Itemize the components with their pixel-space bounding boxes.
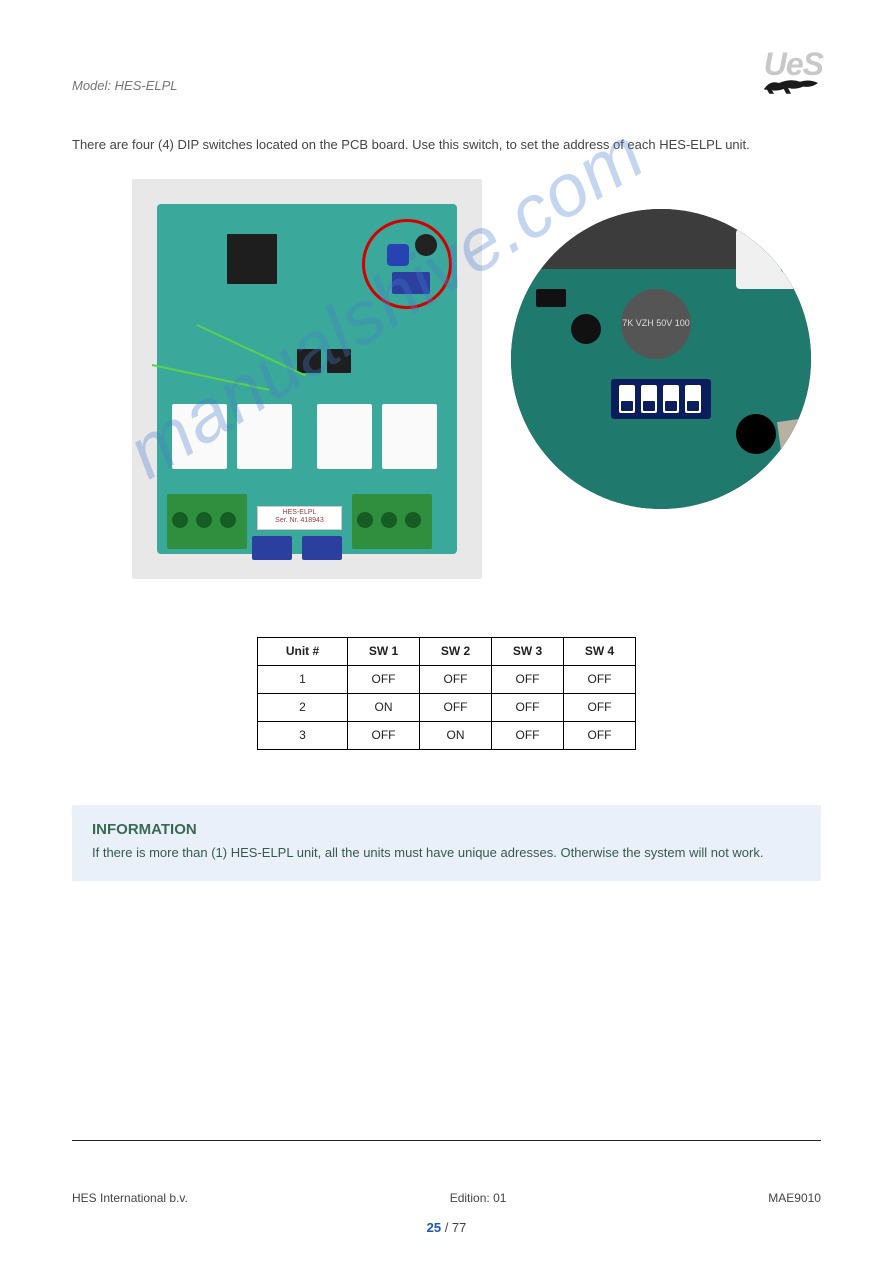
relay — [172, 404, 227, 469]
cell-sw: OFF — [564, 721, 636, 749]
col-sw3: SW 3 — [492, 637, 564, 665]
pcb-body: HES-ELPL Ser. Nr. 418943 — [157, 204, 457, 554]
cell-sw: OFF — [492, 721, 564, 749]
cell-sw: OFF — [492, 693, 564, 721]
serial-sticker: HES-ELPL Ser. Nr. 418943 — [257, 506, 342, 530]
table-row: 1 OFF OFF OFF OFF — [258, 665, 636, 693]
info-box: INFORMATION If there is more than (1) HE… — [72, 805, 821, 881]
blue-wire — [781, 266, 811, 272]
cell-sw: ON — [348, 693, 420, 721]
cell-sw: OFF — [420, 665, 492, 693]
intro-paragraph: There are four (4) DIP switches located … — [72, 136, 821, 155]
info-title: INFORMATION — [92, 821, 801, 838]
ground-wire — [152, 364, 270, 391]
red-wire — [781, 257, 811, 263]
brand-logo: U e S — [671, 48, 821, 101]
pcb-closeup: 7K VZH 50V 100 — [511, 209, 811, 509]
screw-terminal — [352, 494, 432, 549]
dip-address-table-wrap: Unit # SW 1 SW 2 SW 3 SW 4 1 OFF OFF OFF… — [72, 637, 821, 750]
relay — [317, 404, 372, 469]
dip-switch-closeup — [611, 379, 711, 419]
footer-divider — [72, 1140, 821, 1141]
dip-sw-3 — [663, 385, 679, 413]
table-row: 3 OFF ON OFF OFF — [258, 721, 636, 749]
sticker-line: HES-ELPL — [258, 509, 341, 517]
table-row: 2 ON OFF OFF OFF — [258, 693, 636, 721]
col-sw4: SW 4 — [564, 637, 636, 665]
footer-edition: Edition: 01 — [450, 1191, 507, 1205]
cell-unit: 1 — [258, 665, 348, 693]
dip-sw-4 — [685, 385, 701, 413]
page-footer: HES International b.v. Edition: 01 MAE90… — [72, 1191, 821, 1205]
cell-unit: 2 — [258, 693, 348, 721]
ground-wire — [197, 324, 307, 377]
relay — [382, 404, 437, 469]
mcu-chip — [227, 234, 277, 284]
col-unit: Unit # — [258, 637, 348, 665]
cell-sw: OFF — [420, 693, 492, 721]
dip-address-table: Unit # SW 1 SW 2 SW 3 SW 4 1 OFF OFF OFF… — [257, 637, 636, 750]
cell-sw: OFF — [348, 665, 420, 693]
ic-chip — [327, 349, 351, 373]
buzzer — [736, 414, 776, 454]
trimpot — [252, 536, 292, 560]
potentiometer-knob — [571, 314, 601, 344]
screw-terminal — [167, 494, 247, 549]
highlight-circle — [362, 219, 452, 309]
yellow-wire — [781, 248, 811, 254]
col-sw1: SW 1 — [348, 637, 420, 665]
red-wire — [781, 239, 811, 245]
cell-unit: 3 — [258, 721, 348, 749]
dip-sw-1 — [619, 385, 635, 413]
col-sw2: SW 2 — [420, 637, 492, 665]
ic-chip — [297, 349, 321, 373]
smd-chip — [536, 289, 566, 307]
figure: HES-ELPL Ser. Nr. 418943 7K VZH 50V — [72, 179, 821, 619]
capacitor-label: 7K VZH 50V 100 — [622, 319, 690, 329]
wire-bundle — [781, 239, 811, 279]
page-current: 25 — [427, 1220, 441, 1235]
cell-sw: OFF — [348, 721, 420, 749]
footer-company: HES International b.v. — [72, 1191, 188, 1205]
dip-sw-2 — [641, 385, 657, 413]
page-number: 25 / 77 — [0, 1220, 893, 1235]
model-label: Model: HES-ELPL — [72, 78, 178, 93]
page-header: Model: HES-ELPL U e S — [72, 48, 821, 118]
page-total: / 77 — [441, 1220, 466, 1235]
table-header-row: Unit # SW 1 SW 2 SW 3 SW 4 — [258, 637, 636, 665]
sticker-line: Ser. Nr. 418943 — [258, 517, 341, 525]
cell-sw: OFF — [564, 693, 636, 721]
table-body: 1 OFF OFF OFF OFF 2 ON OFF OFF OFF 3 OFF… — [258, 665, 636, 749]
panther-icon — [671, 76, 821, 101]
cell-sw: OFF — [492, 665, 564, 693]
electrolytic-capacitor: 7K VZH 50V 100 — [621, 289, 691, 359]
trimpot — [302, 536, 342, 560]
info-body: If there is more than (1) HES-ELPL unit,… — [92, 844, 801, 863]
relay — [237, 404, 292, 469]
cell-sw: ON — [420, 721, 492, 749]
cell-sw: OFF — [564, 665, 636, 693]
pcb-photo: HES-ELPL Ser. Nr. 418943 — [132, 179, 482, 579]
page: Model: HES-ELPL U e S There are four (4)… — [0, 0, 893, 1263]
footer-docnum: MAE9010 — [768, 1191, 821, 1205]
